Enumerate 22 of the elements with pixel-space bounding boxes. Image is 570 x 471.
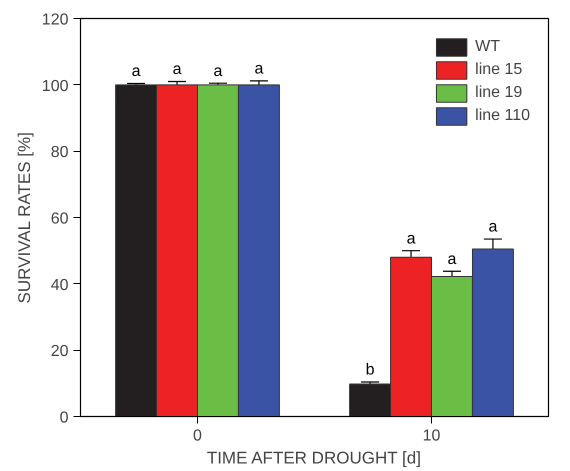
data-label: a	[132, 63, 141, 80]
data-label: a	[254, 60, 264, 78]
legend-label: WT	[475, 37, 500, 57]
data-label: a	[172, 61, 182, 78]
y-tick-label: 20	[50, 343, 69, 360]
y-tick-label: 120	[42, 12, 69, 28]
data-label: a	[406, 230, 416, 248]
legend-label: line 19	[475, 83, 522, 103]
y-tick-label: 40	[50, 276, 69, 294]
legend-label: line 110	[475, 106, 530, 126]
data-label: a	[214, 62, 223, 80]
y-tick-label: 60	[50, 210, 69, 228]
x-tick-label: 10	[422, 428, 440, 444]
data-label: a	[488, 218, 498, 236]
data-label: b	[366, 362, 375, 379]
y-tick-label: 100	[42, 78, 69, 95]
x-axis-title: TIME AFTER DROUGHT [d]	[206, 448, 421, 468]
data-label: a	[448, 250, 457, 268]
legend-label: line 15	[475, 60, 522, 80]
y-axis-title: SURVIVAL RATES [%]	[14, 132, 34, 304]
y-tick-label: 80	[50, 144, 69, 162]
y-tick-label: 0	[60, 410, 69, 426]
